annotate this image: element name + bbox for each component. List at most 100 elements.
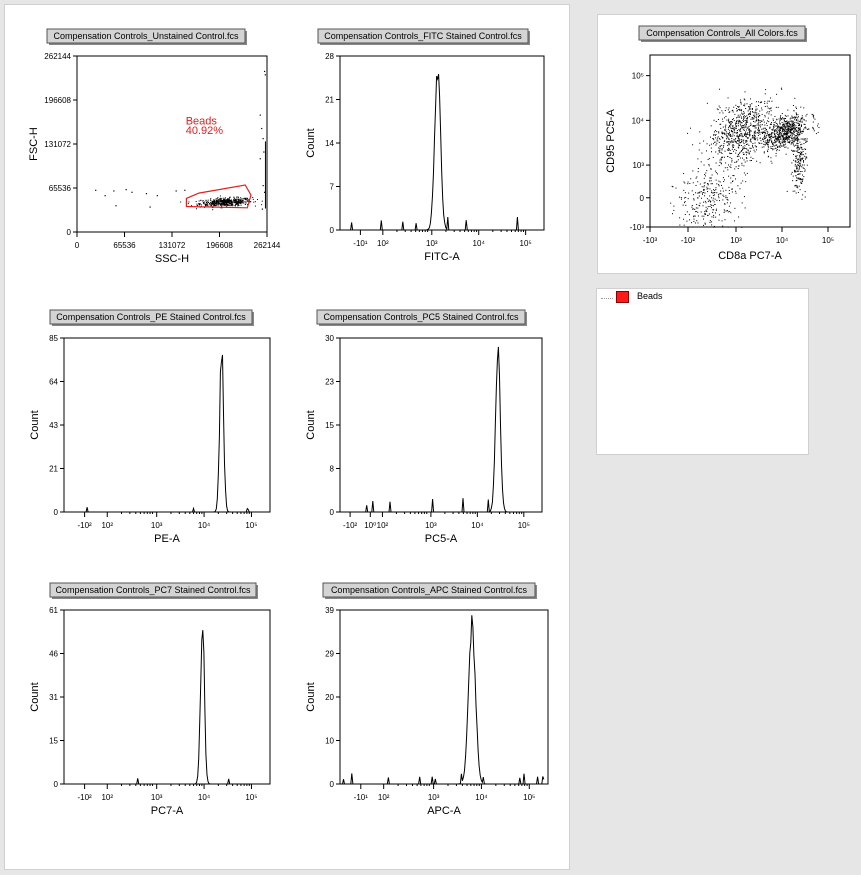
- data-point: [215, 198, 217, 200]
- data-point: [228, 203, 230, 205]
- data-point: [791, 124, 793, 126]
- data-point: [790, 142, 792, 144]
- data-point: [691, 190, 693, 192]
- plot-allcolors[interactable]: Compensation Controls_All Colors.fcs-10³…: [598, 15, 858, 275]
- data-point: [768, 100, 770, 102]
- data-point: [708, 158, 710, 160]
- data-point: [782, 125, 784, 127]
- data-point: [732, 144, 734, 146]
- data-point: [728, 175, 730, 177]
- data-point: [202, 202, 204, 204]
- data-point: [713, 216, 715, 218]
- plot-pc7[interactable]: Compensation Controls_PC7 Stained Contro…: [5, 5, 571, 871]
- data-point: [783, 140, 785, 142]
- data-point: [756, 113, 758, 115]
- data-point: [713, 192, 715, 194]
- data-point: [795, 121, 797, 123]
- data-point: [239, 199, 241, 201]
- data-point: [728, 119, 730, 121]
- data-point: [736, 136, 738, 138]
- data-point: [749, 131, 751, 133]
- data-point: [220, 202, 222, 204]
- data-point: [750, 124, 752, 126]
- data-point: [744, 105, 746, 107]
- data-point: [726, 209, 728, 211]
- data-point: [716, 199, 718, 201]
- data-point: [771, 148, 773, 150]
- data-point: [796, 144, 798, 146]
- data-point: [240, 198, 242, 200]
- data-point: [797, 158, 799, 160]
- data-point: [791, 162, 793, 164]
- data-point: [761, 132, 763, 134]
- data-point: [723, 181, 725, 183]
- data-point: [750, 108, 752, 110]
- data-point: [741, 127, 743, 129]
- data-point: [722, 132, 724, 134]
- plot-apc[interactable]: Compensation Controls_APC Stained Contro…: [5, 5, 571, 871]
- data-point: [768, 134, 770, 136]
- plot-title: Compensation Controls_Unstained Control.…: [53, 31, 239, 41]
- data-point: [770, 123, 772, 125]
- data-point: [793, 137, 795, 139]
- data-point: [812, 126, 814, 128]
- data-point: [800, 125, 802, 127]
- data-point: [794, 136, 796, 138]
- data-point: [790, 126, 792, 128]
- data-point: [790, 120, 792, 122]
- data-point: [727, 128, 729, 130]
- data-point: [771, 133, 773, 135]
- plot-fitc[interactable]: Compensation Controls_FITC Stained Contr…: [5, 5, 571, 295]
- data-point: [731, 119, 733, 121]
- data-point: [196, 208, 198, 210]
- data-point: [746, 115, 748, 117]
- data-point: [749, 140, 751, 142]
- data-point: [737, 146, 739, 148]
- data-point: [236, 196, 238, 198]
- data-point: [699, 205, 701, 207]
- data-point: [764, 133, 766, 135]
- data-point: [752, 147, 754, 149]
- plot-pe[interactable]: Compensation Controls_PE Stained Control…: [5, 5, 571, 575]
- data-point: [233, 196, 235, 198]
- data-point: [768, 141, 770, 143]
- data-point: [774, 131, 776, 133]
- data-point: [218, 199, 220, 201]
- data-point: [713, 209, 715, 211]
- data-point: [777, 127, 779, 129]
- data-point: [795, 107, 797, 109]
- data-point: [238, 200, 240, 202]
- y-tick-label: 28: [325, 52, 334, 61]
- data-point: [206, 203, 208, 205]
- data-point: [756, 115, 758, 117]
- data-point: [736, 125, 738, 127]
- data-point: [695, 184, 697, 186]
- data-point: [797, 138, 799, 140]
- data-point: [749, 132, 751, 134]
- data-point: [713, 119, 715, 121]
- y-tick-label: 30: [325, 334, 334, 343]
- data-point: [725, 131, 727, 133]
- data-point: [735, 123, 737, 125]
- data-point: [796, 165, 798, 167]
- x-tick-label: 10⁵: [523, 793, 535, 802]
- data-point: [198, 200, 200, 202]
- legend-swatch-beads[interactable]: [616, 291, 629, 303]
- data-point: [707, 206, 709, 208]
- data-point: [209, 203, 211, 205]
- data-point: [773, 132, 775, 134]
- data-point: [782, 129, 784, 131]
- data-point: [750, 118, 752, 120]
- data-point: [743, 148, 745, 150]
- plot-pc5[interactable]: Compensation Controls_PC5 Stained Contro…: [5, 5, 571, 575]
- data-point: [728, 107, 730, 109]
- data-point: [709, 200, 711, 202]
- data-point: [797, 131, 799, 133]
- data-point: [777, 106, 779, 108]
- data-point: [205, 205, 207, 207]
- data-point: [787, 129, 789, 131]
- plot-unstained[interactable]: Compensation Controls_Unstained Control.…: [5, 5, 571, 295]
- data-point: [744, 124, 746, 126]
- data-point: [804, 127, 806, 129]
- data-point: [244, 197, 246, 199]
